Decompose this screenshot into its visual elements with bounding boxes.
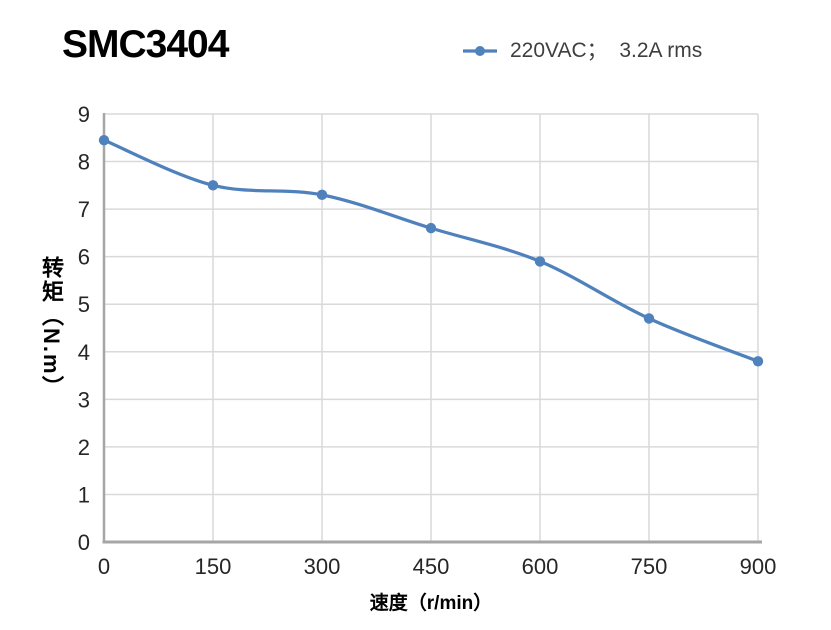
y-tick-label: 6 [78, 245, 90, 270]
y-tick-label: 5 [78, 292, 90, 317]
y-tick-label: 9 [78, 102, 90, 127]
x-tick-label: 300 [304, 554, 341, 579]
y-tick-label: 0 [78, 530, 90, 555]
y-tick-label: 8 [78, 150, 90, 175]
legend-label: 220VAC； 3.2A rms [510, 39, 703, 62]
legend-line-marker-icon [463, 46, 497, 56]
y-tick-label: 7 [78, 197, 90, 222]
legend-dot-icon [475, 46, 485, 56]
data-point-marker [752, 356, 764, 367]
y-axis-title-text: 转矩（N.m） [39, 256, 64, 400]
legend: 220VAC； 3.2A rms [462, 36, 702, 66]
y-tick-label: 1 [78, 482, 90, 507]
data-point-marker [643, 313, 655, 324]
x-tick-label: 450 [413, 554, 450, 579]
x-tick-label: 0 [98, 554, 110, 579]
data-point-marker [98, 134, 110, 146]
x-tick-label: 600 [522, 554, 559, 579]
x-tick-label: 900 [740, 554, 777, 579]
y-tick-label: 4 [78, 340, 90, 365]
x-tick-label: 150 [195, 554, 232, 579]
chart-title: SMC3404 [62, 23, 229, 66]
data-point-marker [425, 222, 437, 234]
y-tick-label: 2 [78, 435, 90, 460]
data-point-marker [534, 256, 546, 267]
data-point-marker [207, 180, 219, 191]
y-tick-label: 3 [78, 387, 90, 412]
data-point-marker [316, 189, 328, 201]
x-tick-label: 750 [631, 554, 668, 579]
y-axis-title: 转矩（N.m） [30, 114, 72, 542]
x-axis-title: 速度（r/min） [369, 593, 493, 614]
